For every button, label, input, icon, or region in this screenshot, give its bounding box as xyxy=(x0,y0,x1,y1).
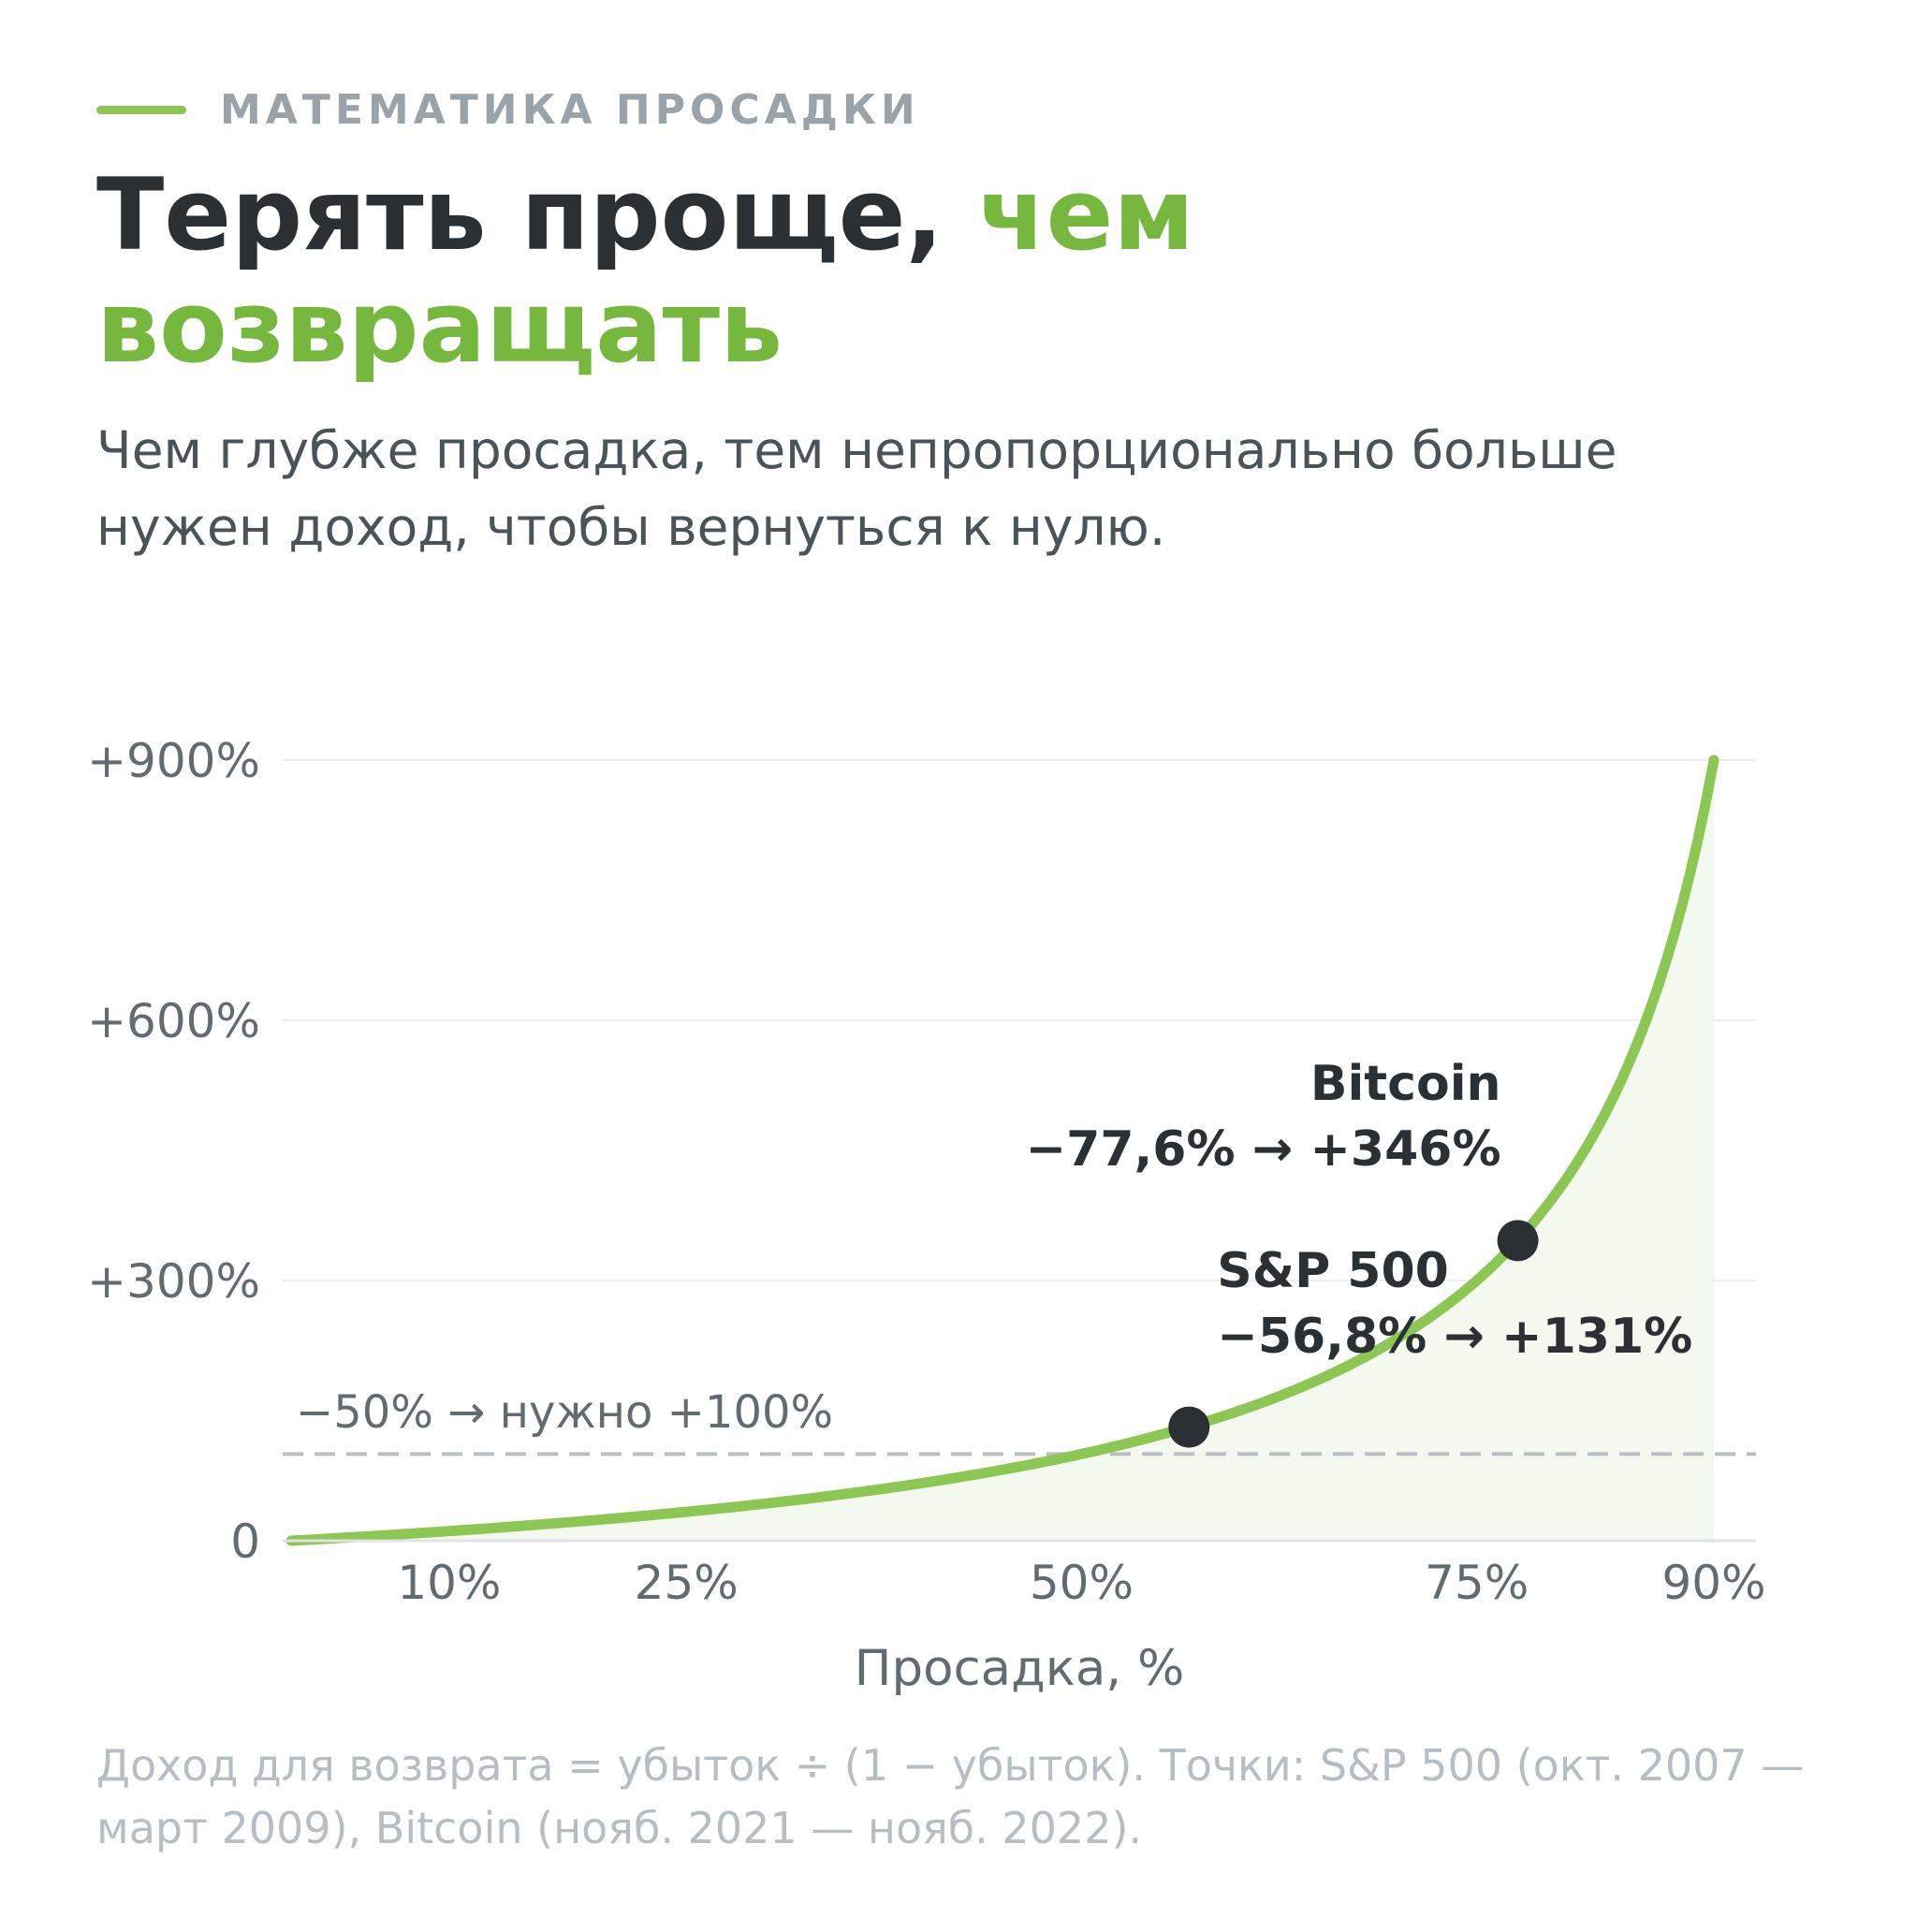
eyebrow-accent-bar xyxy=(96,106,186,114)
grid-lines xyxy=(283,759,1756,1281)
footnote: Доход для возврата = убыток ÷ (1 − убыто… xyxy=(96,1740,1805,1853)
x-tick-label: 50% xyxy=(1030,1556,1134,1610)
y-tick-label: +300% xyxy=(87,1254,260,1309)
y-tick-labels: 0 +300% +600% +900% xyxy=(87,734,260,1569)
x-tick-labels: 10% 25% 50% 75% 90% xyxy=(397,1556,1765,1610)
highlight-point xyxy=(1497,1220,1539,1262)
y-tick-label: 0 xyxy=(230,1515,260,1569)
x-tick-label: 10% xyxy=(397,1556,501,1610)
point-value-label: −77,6% → +346% xyxy=(1026,1121,1501,1178)
reference-line-label: −50% → нужно +100% xyxy=(296,1386,833,1439)
eyebrow: МАТЕМАТИКА ПРОСАДКИ xyxy=(96,86,920,134)
x-tick-label: 25% xyxy=(635,1556,739,1610)
series-line xyxy=(285,754,1719,1546)
title-accent-part: чем возвращать xyxy=(96,157,1194,385)
subtitle: Чем глубже просадка, тем непропорциональ… xyxy=(96,420,1617,557)
title-dark-part: Терять проще, xyxy=(96,157,978,272)
drawdown-chart: −50% → нужно +100% 0 +300% +600% +900% 10% 2… xyxy=(87,734,1765,1697)
eyebrow-label: МАТЕМАТИКА ПРОСАДКИ xyxy=(220,86,920,134)
y-tick-label: +900% xyxy=(87,734,260,788)
y-tick-label: +600% xyxy=(87,994,260,1048)
x-tick-label: 75% xyxy=(1425,1556,1529,1610)
point-name-label: S&P 500 xyxy=(1217,1243,1449,1299)
point-name-label: Bitcoin xyxy=(1310,1056,1501,1112)
highlight-points: S&P 500 −56,8% → +131% Bitcoin −77,6% → +34… xyxy=(1026,1056,1692,1448)
x-axis-label: Просадка, % xyxy=(855,1640,1185,1697)
page-title: Терять проще, чем возвращать xyxy=(96,159,1819,384)
point-value-label: −56,8% → +131% xyxy=(1217,1309,1692,1365)
area-fill xyxy=(291,760,1714,1541)
highlight-point xyxy=(1168,1406,1210,1448)
x-tick-label: 90% xyxy=(1661,1556,1765,1610)
